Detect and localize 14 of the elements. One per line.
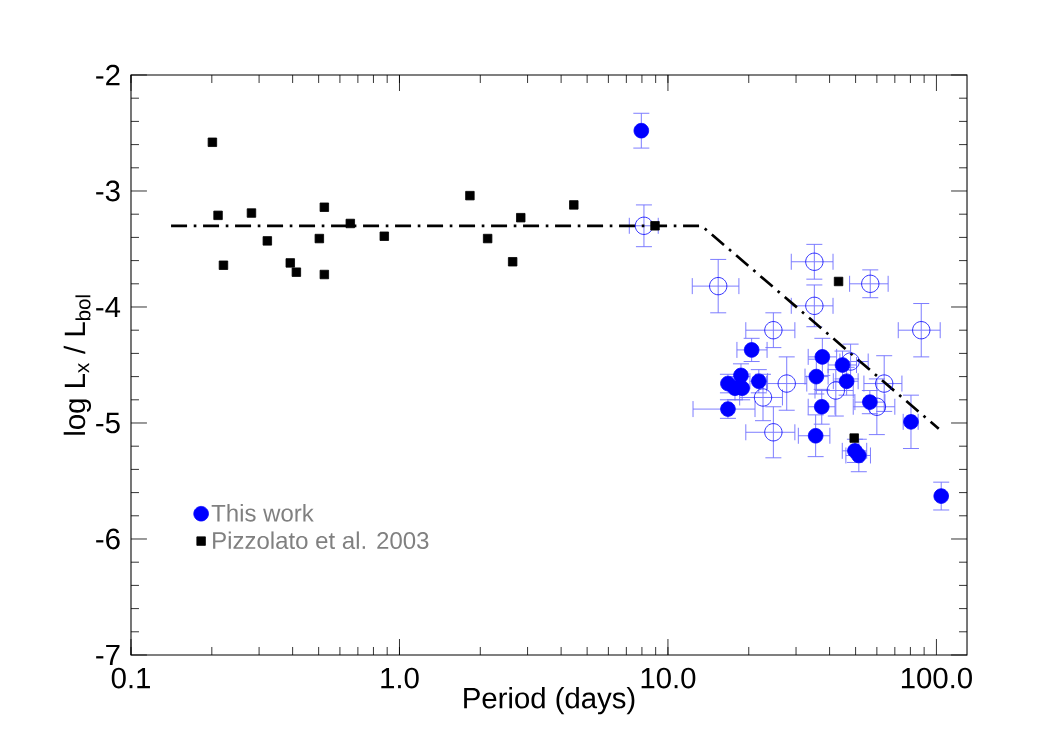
x-tick-label: 100.0	[901, 667, 972, 689]
x-tick-label: 10.0	[641, 667, 696, 689]
y-tick-label: -7	[96, 644, 120, 666]
legend-label: This work	[211, 504, 314, 522]
y-axis-title: log L$_{x}$ / L$_{bol}$	[63, 295, 92, 435]
y-tick-label: -5	[96, 412, 120, 434]
y-tick-label: -6	[96, 528, 120, 550]
y-tick-label: -3	[96, 180, 120, 202]
y-tick-label: -4	[96, 296, 121, 318]
x-tick-label: 0.1	[111, 667, 150, 689]
x-axis-title: Period (days)	[464, 686, 635, 715]
y-tick-label: -2	[96, 64, 120, 86]
x-tick-label: 1.0	[381, 667, 419, 689]
legend-label: Pizzolato et al. 2003	[213, 531, 429, 550]
